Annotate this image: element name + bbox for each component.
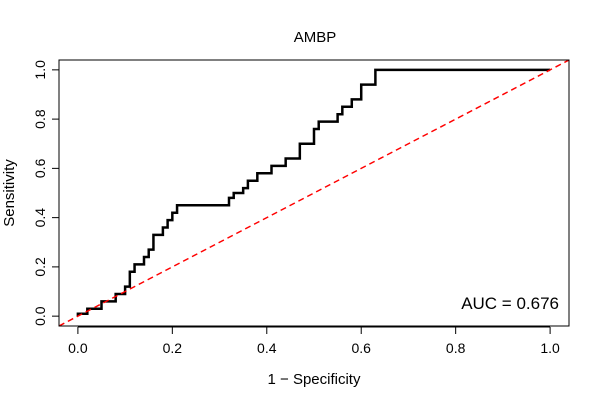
x-tick-label: 0.4 [257,340,277,356]
plot-frame [58,59,570,327]
y-axis: 0.0 0.2 0.4 0.6 0.8 1.0 [32,60,60,326]
reference-diagonal-line [58,59,570,327]
auc-annotation: AUC = 0.676 [461,294,559,313]
y-tick-label: 0.4 [32,208,48,228]
y-tick-label: 0.0 [32,306,48,326]
y-axis-label: Sensitivity [1,159,18,227]
x-axis-label: 1 − Specificity [268,371,361,388]
y-tick-label: 0.6 [32,158,48,178]
plot-area [58,59,570,327]
x-tick-label: 0.2 [163,340,183,356]
y-tick-label: 0.8 [32,109,48,129]
chart-title: AMBP [294,29,337,46]
y-tick-label: 0.2 [32,257,48,277]
x-tick-label: 1.0 [540,340,560,356]
x-axis: 0.0 0.2 0.4 0.6 0.8 1.0 [68,326,560,356]
x-tick-label: 0.8 [446,340,466,356]
x-tick-label: 0.6 [351,340,371,356]
roc-curve [76,68,551,317]
x-tick-label: 0.0 [68,340,88,356]
y-tick-label: 1.0 [32,60,48,80]
